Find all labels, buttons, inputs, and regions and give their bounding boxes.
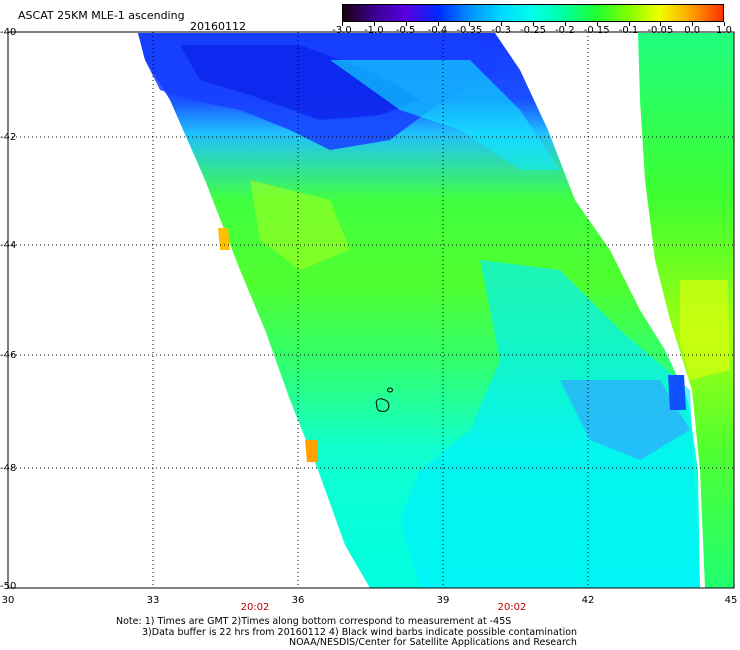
lon-label: 30 [1,595,15,606]
colorbar-label: -0.4 [427,25,448,36]
cyan-band-north [330,60,560,170]
colorbar-tick [373,22,375,26]
lat-label: -44 [0,240,17,251]
lat-label: -46 [0,350,17,361]
time-label: 20:02 [240,602,270,613]
lon-label: 33 [146,595,160,606]
colorbar-label: -0.5 [395,25,416,36]
plot-frame [7,31,735,589]
yellow-edge-1 [218,228,230,250]
lon-label: 39 [436,595,450,606]
colorbar-label: -0.35 [456,25,483,36]
swath-layer [138,33,734,588]
low-region-north-core [180,45,420,120]
colorbar-tick [469,22,471,26]
colorbar-tick [724,22,725,26]
lat-label: -40 [0,27,17,38]
colorbar-tick [628,22,630,26]
colorbar-label: 0.0 [684,25,701,36]
yellow-region-east [680,280,730,380]
blue-patch-south [560,380,690,460]
colorbar-label: -0.15 [583,25,610,36]
colorbar-tick [596,22,598,26]
colorbar-label: 1.0 [716,25,732,36]
lon-label: 36 [291,595,305,606]
lon-label: 42 [581,595,595,606]
colorbar-tick [660,22,662,26]
date-label: 20160112 [190,20,246,33]
colorbar-label: -0.25 [520,25,546,36]
island-outline [375,387,393,412]
colorbar-tick [342,22,343,26]
colorbar-label: -3.0 [332,25,352,36]
colorbar-label: -0.2 [555,25,575,36]
colorbar-tick [692,22,694,26]
yellow-edge-2 [305,440,318,462]
lon-label: 45 [724,595,738,606]
colorbar-tick [533,22,534,26]
colorbar-tick [501,22,503,26]
title: ASCAT 25KM MLE-1 ascending [18,9,185,22]
note-line: NOAA/NESDIS/Center for Satellite Applica… [289,637,577,648]
colorbar-label: -1.0 [364,25,384,36]
time-label: 20:02 [497,602,527,613]
colorbar-tick [564,22,566,26]
graticule [8,32,734,588]
colorbar-label: -0.3 [491,25,511,36]
colorbar [342,4,724,22]
lat-label: -42 [0,132,17,143]
colorbar-label: -0.05 [647,25,674,36]
blue-edge-east [668,375,686,410]
note-line: 3)Data buffer is 22 hrs from 20160112 4)… [142,626,578,638]
green-patch-west [250,180,350,270]
lat-label: -48 [0,463,17,474]
lat-label: -50 [0,581,17,592]
colorbar-tick [405,22,407,26]
colorbar-tick [437,22,439,26]
note-line: Note: 1) Times are GMT 2)Times along bot… [116,616,512,627]
colorbar-label: -0.1 [618,25,639,36]
cyan-region-south [400,260,700,588]
footnotes: Note: 1) Times are GMT 2)Times along bot… [116,616,578,649]
